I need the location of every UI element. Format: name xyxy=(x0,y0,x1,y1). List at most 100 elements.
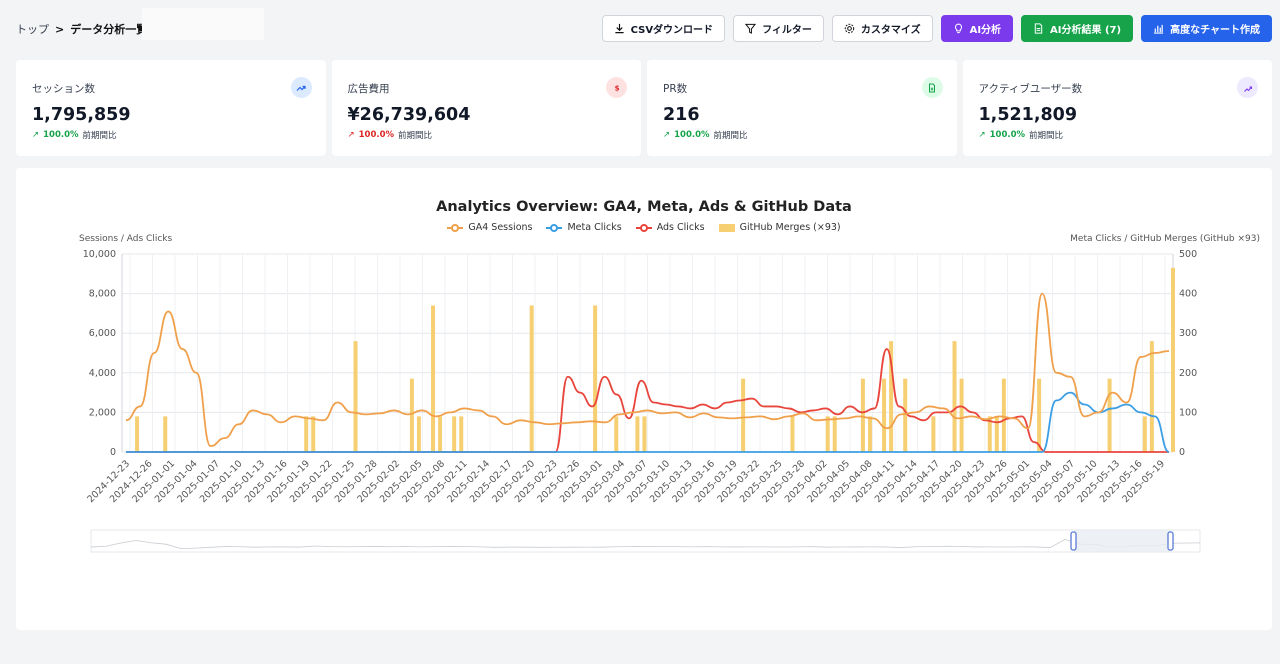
zoom-handle-left[interactable] xyxy=(1070,531,1077,551)
gear-icon xyxy=(844,23,855,34)
legend-item-github[interactable]: GitHub Merges (×93) xyxy=(718,222,841,233)
kpi-cards: セッション数 1,795,859 ↗ 100.0% 前期間比 広告費用 ¥26,… xyxy=(16,60,1272,156)
legend-item-ads[interactable]: Ads Clicks xyxy=(635,222,705,233)
trend-up-icon: ↗ xyxy=(978,130,986,140)
kpi-change-percent: 100.0% xyxy=(674,130,710,140)
github-merge-bar xyxy=(867,416,872,452)
y-tick-label-right: 500 xyxy=(1179,249,1197,260)
github-merge-bar xyxy=(790,416,795,452)
filter-label: フィルター xyxy=(762,25,812,36)
github-merge-bar xyxy=(741,378,746,452)
kpi-value: 216 xyxy=(663,105,700,125)
legend-item-ga4[interactable]: GA4 Sessions xyxy=(447,222,532,233)
trend-up-icon: ↗ xyxy=(663,130,671,140)
kpi-card-ad-cost: 広告費用 ¥26,739,604 ↗ 100.0% 前期間比 $ xyxy=(331,60,641,156)
legend-swatch xyxy=(447,223,464,232)
breadcrumb: トップ > データ分析一覧 > xyxy=(16,21,162,37)
customize-button[interactable]: カスタマイズ xyxy=(831,15,933,42)
y-tick-label-left: 0 xyxy=(110,447,116,458)
github-merge-bar xyxy=(311,416,316,452)
legend-item-meta[interactable]: Meta Clicks xyxy=(546,222,622,233)
y-tick-label-right: 200 xyxy=(1179,368,1197,379)
github-merge-bar xyxy=(135,416,140,452)
kpi-period: 前期間比 xyxy=(713,131,748,141)
github-merge-bar xyxy=(614,416,619,452)
github-merge-bar xyxy=(959,378,964,452)
github-merge-bar xyxy=(1171,267,1175,452)
github-merge-bar xyxy=(987,416,992,452)
kpi-card-active-users: アクティブユーザー数 1,521,809 ↗ 100.0% 前期間比 xyxy=(962,60,1272,156)
y-tick-label-right: 400 xyxy=(1179,289,1197,300)
github-merge-bar xyxy=(409,378,414,452)
kpi-period: 前期間比 xyxy=(82,131,117,141)
github-merge-bar xyxy=(860,378,865,452)
dollar-icon: $ xyxy=(606,77,627,98)
github-merge-bar xyxy=(1149,341,1154,452)
github-merge-bar xyxy=(459,416,464,452)
github-merge-bar xyxy=(163,416,168,452)
github-merge-bar xyxy=(431,305,436,452)
customize-label: カスタマイズ xyxy=(860,25,921,36)
advanced-chart-button[interactable]: 高度なチャート作成 xyxy=(1141,15,1272,42)
y-tick-label-left: 4,000 xyxy=(89,368,116,379)
filter-button[interactable]: フィルター xyxy=(733,15,824,42)
users-trend-icon xyxy=(1237,77,1258,98)
svg-text:$: $ xyxy=(614,84,619,92)
lightbulb-icon xyxy=(954,23,962,34)
kpi-change-percent: 100.0% xyxy=(989,130,1026,140)
kpi-change-percent: 100.0% xyxy=(43,130,79,140)
github-merge-bar xyxy=(452,416,457,452)
zoom-handle-right[interactable] xyxy=(1167,531,1174,551)
y-tick-label-right: 0 xyxy=(1179,447,1185,458)
kpi-card-sessions: セッション数 1,795,859 ↗ 100.0% 前期間比 xyxy=(16,60,326,156)
csv-download-button[interactable]: CSVダウンロード xyxy=(601,15,726,42)
kpi-period: 前期間比 xyxy=(1029,131,1064,141)
top-bar: トップ > データ分析一覧 > CSVダウンロード フィルター カスタマイズ A… xyxy=(0,0,1280,58)
breadcrumb-separator: > xyxy=(55,22,65,36)
y-tick-label-left: 2,000 xyxy=(89,407,116,418)
breadcrumb-placeholder xyxy=(142,8,264,40)
github-merge-bar xyxy=(1107,378,1112,452)
github-merge-bar xyxy=(889,341,894,452)
ga4-sessions-line xyxy=(125,292,1170,447)
kpi-change: ↗ 100.0% 前期間比 xyxy=(979,129,1064,141)
kpi-label: 広告費用 xyxy=(347,83,390,95)
y-tick-label-left: 10,000 xyxy=(83,249,116,260)
y-tick-label-right: 300 xyxy=(1179,328,1197,339)
chart-card: Analytics Overview: GA4, Meta, Ads & Git… xyxy=(16,168,1272,630)
github-merge-bar xyxy=(304,416,309,452)
chart-canvas[interactable]: 0 0 2,000 100 4,000 200 6,000 300 8,000 400 10,000… xyxy=(16,168,1272,630)
github-merge-bar xyxy=(416,416,421,452)
legend-swatch xyxy=(546,223,563,232)
kpi-card-pr-count: PR数 216 ↗ 100.0% 前期間比 xyxy=(647,60,957,156)
y-axis-right-label: Meta Clicks / GitHub Merges (GitHub ×93) xyxy=(1070,234,1260,244)
legend-label: GitHub Merges (×93) xyxy=(739,222,841,233)
legend-label: Meta Clicks xyxy=(567,222,622,233)
kpi-change: ↗ 100.0% 前期間比 xyxy=(663,129,748,141)
github-merge-bar xyxy=(832,416,837,452)
github-merge-bar xyxy=(825,416,830,452)
chart-legend: GA4 Sessions Meta Clicks Ads Clicks GitH… xyxy=(16,222,1272,233)
filter-icon xyxy=(745,23,757,34)
github-merge-bar xyxy=(931,416,936,452)
ai-results-button[interactable]: AI分析結果 (7) xyxy=(1021,15,1134,42)
y-tick-label-left: 8,000 xyxy=(89,289,116,300)
ai-analysis-button[interactable]: AI分析 xyxy=(940,15,1014,42)
y-axis-left-label: Sessions / Ads Clicks xyxy=(79,234,173,244)
ai-results-label: AI分析結果 (7) xyxy=(1050,25,1122,36)
download-icon xyxy=(614,23,624,34)
legend-label: GA4 Sessions xyxy=(468,222,533,233)
github-merge-bar xyxy=(994,416,999,452)
kpi-value: ¥26,739,604 xyxy=(347,105,471,125)
trending-up-icon xyxy=(290,77,312,98)
action-buttons: CSVダウンロード フィルター カスタマイズ AI分析 AI分析結果 (7) 高… xyxy=(601,15,1272,42)
github-merge-bar xyxy=(903,378,908,452)
file-icon xyxy=(921,77,943,98)
breadcrumb-home[interactable]: トップ xyxy=(16,23,49,36)
zoom-slider-track xyxy=(90,529,1201,553)
zoom-slider-window xyxy=(1074,530,1172,552)
breadcrumb-current[interactable]: データ分析一覧 xyxy=(70,23,148,36)
ai-analysis-label: AI分析 xyxy=(969,25,1002,36)
kpi-label: セッション数 xyxy=(32,83,95,95)
github-merge-bar xyxy=(635,416,640,452)
